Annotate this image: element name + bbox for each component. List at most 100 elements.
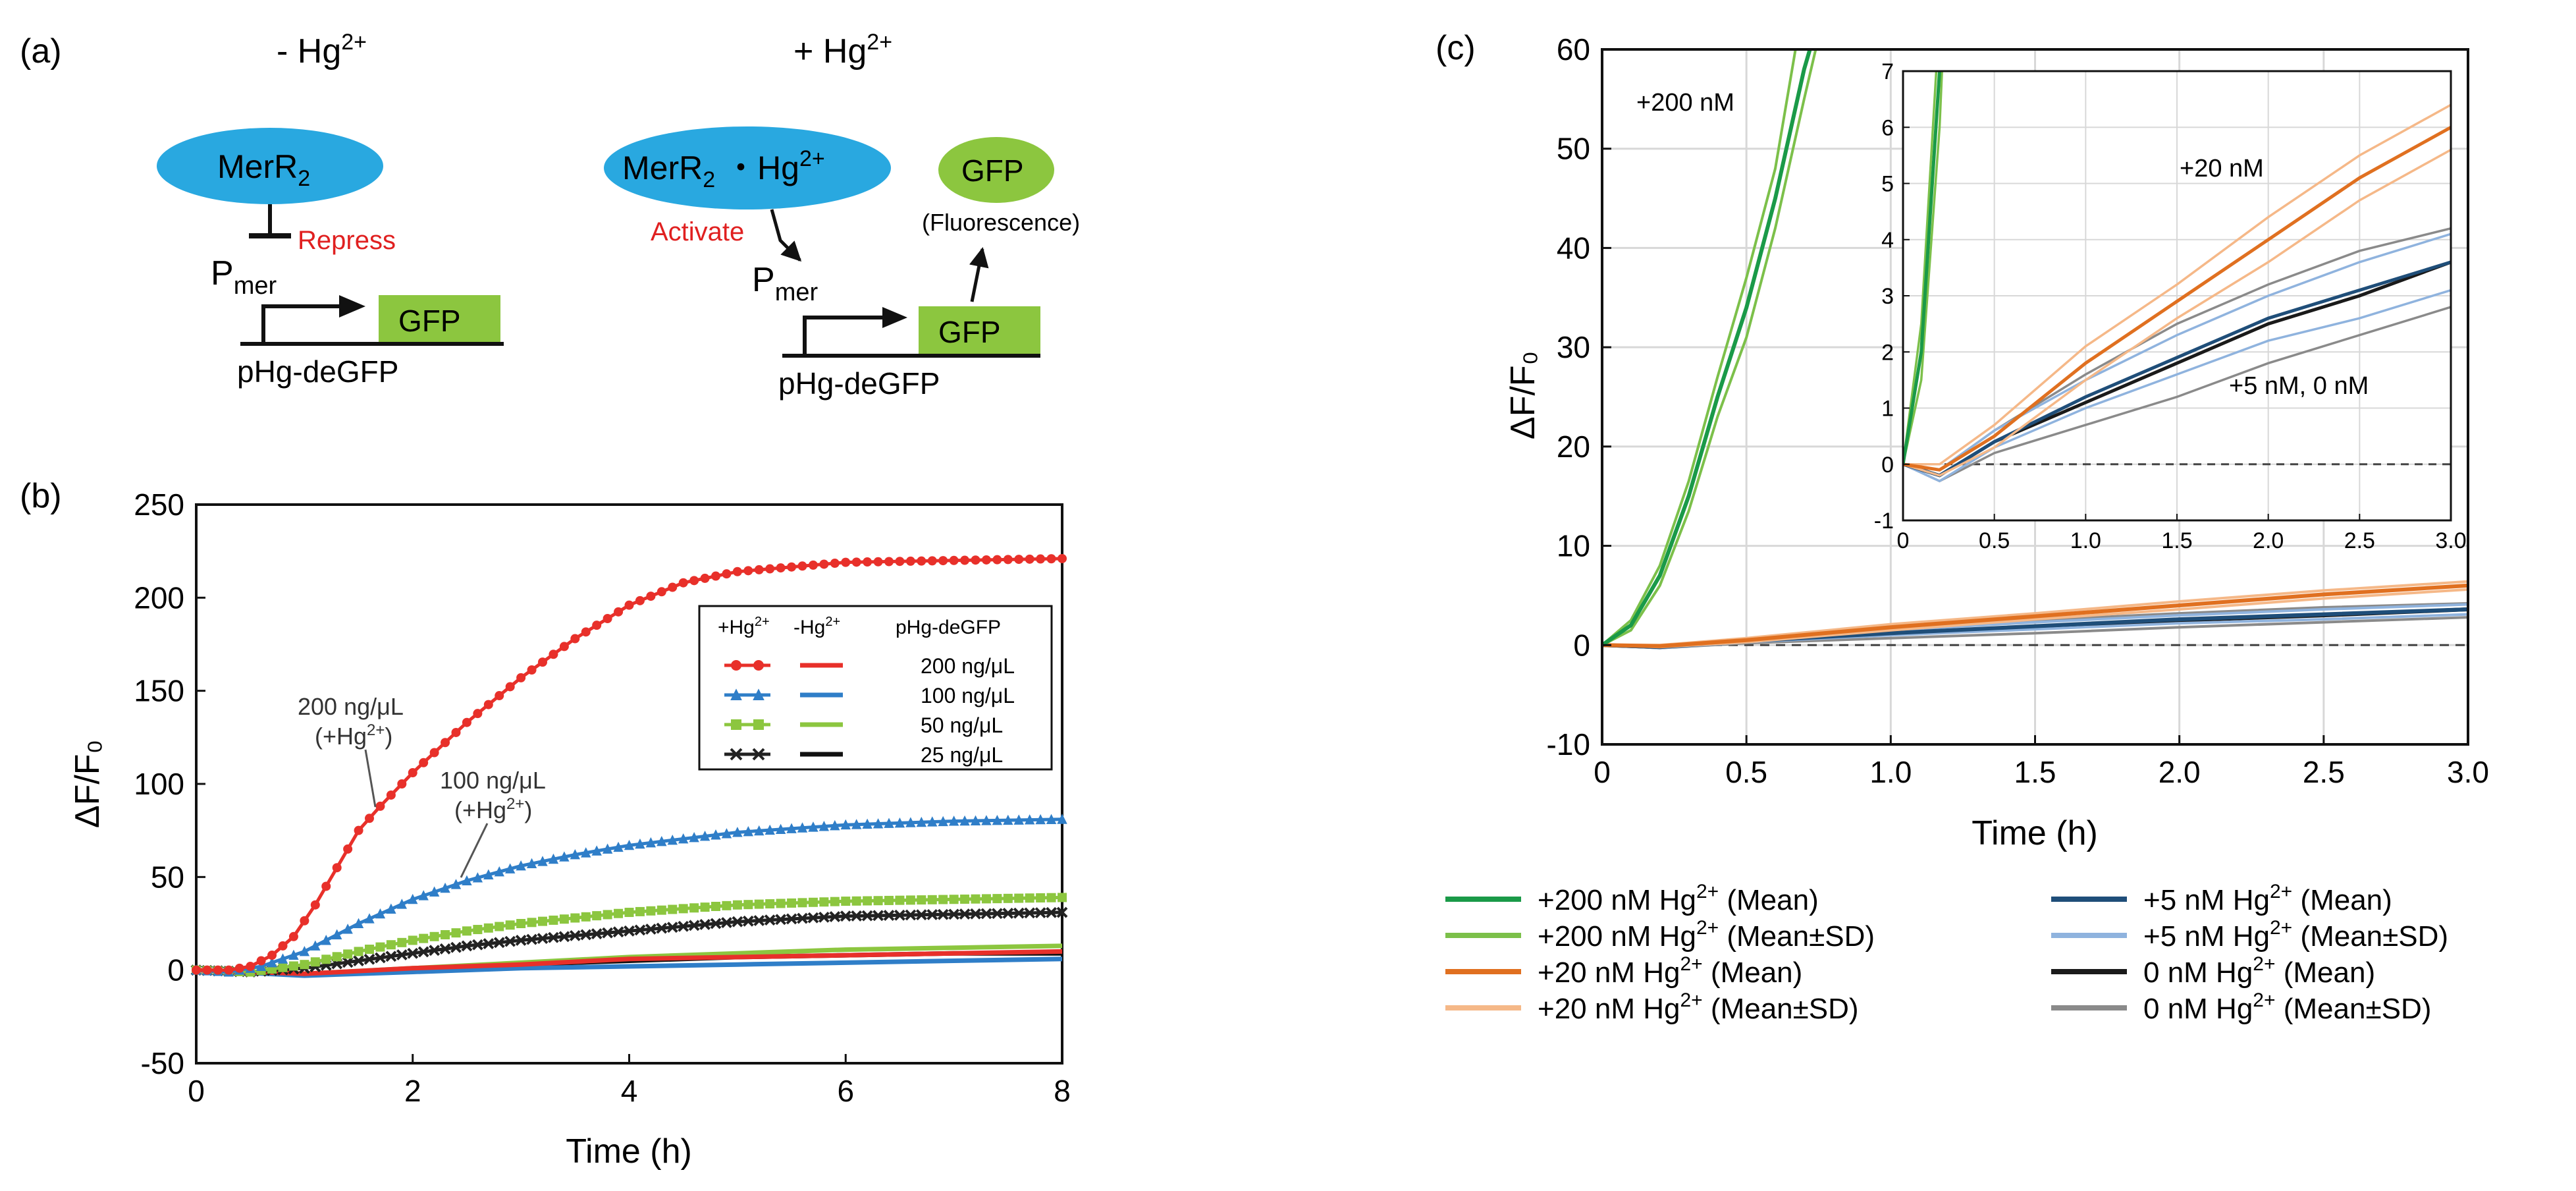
series-point bbox=[299, 946, 310, 956]
series-point bbox=[397, 779, 407, 789]
legend-c-item: +200 nM Hg2+ (Mean±SD) bbox=[1445, 917, 1875, 953]
x-tick-label: 0 bbox=[188, 1074, 205, 1108]
series-point bbox=[471, 939, 483, 951]
series-point bbox=[992, 894, 1002, 904]
series-point bbox=[927, 556, 937, 566]
series-point bbox=[830, 897, 840, 906]
series-point bbox=[1034, 907, 1046, 919]
inset-series-line bbox=[1903, 126, 2451, 472]
series-point bbox=[730, 748, 743, 761]
series-point bbox=[884, 895, 894, 905]
series-point bbox=[765, 824, 775, 835]
series-point bbox=[429, 886, 440, 897]
series-point bbox=[321, 935, 331, 945]
series-point bbox=[614, 908, 624, 918]
series-point bbox=[1046, 906, 1057, 918]
inset-y-tick-label: 0 bbox=[1881, 453, 1894, 478]
series-point bbox=[624, 925, 635, 937]
series-point bbox=[830, 819, 840, 831]
series-point bbox=[786, 823, 797, 833]
inset-annotation-5nm: +5 nM, 0 nM bbox=[2229, 372, 2369, 400]
legend-b-frame bbox=[698, 605, 1053, 771]
x-tick-label: 3.0 bbox=[2447, 755, 2489, 789]
series-point bbox=[570, 849, 581, 860]
series-point bbox=[1003, 555, 1013, 565]
series-point bbox=[635, 596, 645, 605]
series-point bbox=[808, 821, 818, 832]
x-tick-label: 2.5 bbox=[2303, 755, 2345, 789]
series-point bbox=[927, 816, 938, 827]
series-point bbox=[764, 914, 776, 926]
series-point bbox=[396, 949, 408, 960]
series-point bbox=[732, 567, 742, 576]
x-tick-label: 8 bbox=[1054, 1074, 1071, 1108]
annotation-100-pointer bbox=[460, 823, 489, 878]
series-point bbox=[375, 801, 385, 811]
series-point bbox=[375, 908, 386, 919]
series-point bbox=[742, 915, 754, 927]
series-point bbox=[635, 838, 645, 849]
series-point bbox=[732, 916, 743, 928]
series-point bbox=[592, 911, 602, 921]
series-point bbox=[602, 927, 614, 939]
series-point bbox=[981, 894, 991, 904]
series-point bbox=[787, 562, 797, 572]
inset-series bbox=[1903, 71, 2451, 483]
series-point bbox=[462, 717, 471, 727]
inset-x-tick-label: 1.0 bbox=[2070, 528, 2101, 553]
series-point bbox=[894, 909, 905, 921]
inset-series-line bbox=[1903, 71, 1942, 465]
series-point bbox=[353, 918, 364, 928]
y-tick-label: -50 bbox=[141, 1046, 184, 1080]
series-point bbox=[754, 825, 765, 836]
series-point bbox=[386, 790, 396, 800]
series-point bbox=[895, 895, 905, 905]
series-point bbox=[667, 834, 678, 845]
series-point bbox=[354, 825, 363, 835]
series-point bbox=[613, 841, 624, 852]
series-point bbox=[678, 920, 689, 932]
y-tick-label: 20 bbox=[1557, 429, 1590, 464]
series-point bbox=[417, 946, 429, 958]
series-point bbox=[569, 929, 581, 941]
series-point bbox=[797, 898, 807, 908]
legend-c-item: +200 nM Hg2+ (Mean) bbox=[1445, 881, 1819, 916]
series-point bbox=[602, 843, 613, 854]
series-plus-hg-100 bbox=[191, 814, 1067, 977]
series-point bbox=[689, 576, 699, 586]
series-point bbox=[559, 851, 570, 862]
series-point bbox=[711, 901, 720, 911]
series-point bbox=[731, 719, 741, 730]
chart-b-x-axis: 0 2 4 6 8 bbox=[188, 1054, 1071, 1108]
series-point bbox=[992, 555, 1002, 565]
chart-b-xlabel: Time (h) bbox=[566, 1132, 692, 1171]
series-point bbox=[862, 818, 872, 829]
chart-c-ylabel: ΔF/F₀ bbox=[1504, 351, 1542, 439]
series-point bbox=[591, 845, 602, 856]
series-point bbox=[851, 819, 862, 829]
merr-label-left: MerR2 bbox=[217, 148, 310, 191]
series-point bbox=[765, 564, 775, 574]
series-point bbox=[462, 926, 471, 936]
series-point bbox=[624, 839, 635, 850]
series-point bbox=[819, 559, 829, 569]
panel-b-label: (b) bbox=[20, 477, 62, 515]
series-point bbox=[408, 893, 418, 904]
series-point bbox=[851, 910, 863, 922]
series-point bbox=[408, 768, 417, 778]
y-tick-label: 150 bbox=[134, 674, 184, 708]
annotation-200-line1: 200 ng/μL bbox=[298, 693, 404, 720]
panel-a-label: (a) bbox=[20, 32, 62, 70]
inset-y-tick-label: 3 bbox=[1881, 284, 1894, 309]
legend-b-conc-label: 100 ng/μL bbox=[921, 684, 1015, 707]
series-point bbox=[342, 924, 353, 934]
chart-b-ylabel: ΔF/F₀ bbox=[68, 740, 107, 828]
series-point bbox=[927, 895, 937, 904]
inset-series-line bbox=[1903, 71, 1943, 465]
legend-b-conc-label: 200 ng/μL bbox=[921, 654, 1015, 678]
series-point bbox=[537, 933, 549, 945]
series-point bbox=[938, 556, 948, 566]
series-point bbox=[926, 909, 938, 920]
series-point bbox=[224, 965, 234, 975]
series-point bbox=[1002, 908, 1014, 919]
